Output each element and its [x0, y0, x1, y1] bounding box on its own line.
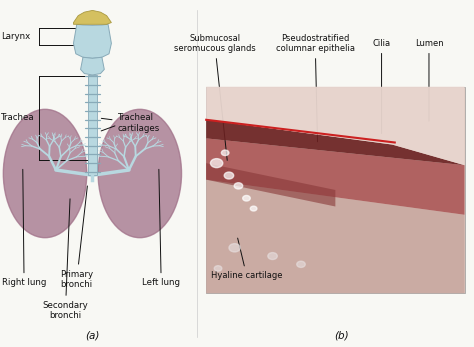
- Polygon shape: [73, 24, 111, 58]
- Bar: [88, 75, 97, 175]
- Circle shape: [243, 195, 250, 201]
- Circle shape: [224, 172, 234, 179]
- Polygon shape: [81, 57, 104, 75]
- Circle shape: [221, 150, 229, 155]
- Text: Hyaline cartilage: Hyaline cartilage: [211, 238, 283, 280]
- Circle shape: [268, 253, 277, 260]
- Polygon shape: [73, 10, 111, 24]
- Text: Larynx: Larynx: [1, 32, 30, 41]
- Polygon shape: [206, 138, 465, 215]
- Text: Secondary
bronchi: Secondary bronchi: [43, 199, 88, 320]
- Text: Submucosal
seromucous glands: Submucosal seromucous glands: [174, 34, 255, 160]
- Ellipse shape: [98, 109, 182, 238]
- Text: Pseudostratified
columnar epithelia: Pseudostratified columnar epithelia: [276, 34, 355, 142]
- Bar: [206, 87, 465, 293]
- Text: Cilia: Cilia: [373, 39, 391, 134]
- Text: Primary
bronchi: Primary bronchi: [60, 186, 93, 289]
- Circle shape: [297, 261, 305, 268]
- Circle shape: [210, 159, 223, 168]
- Text: Left lung: Left lung: [142, 169, 180, 287]
- Text: Right lung: Right lung: [2, 169, 46, 287]
- Circle shape: [250, 206, 257, 211]
- Ellipse shape: [3, 109, 87, 238]
- Text: Tracheal
cartilages: Tracheal cartilages: [101, 113, 160, 133]
- Text: Trachea: Trachea: [1, 113, 35, 122]
- Circle shape: [214, 266, 222, 271]
- Circle shape: [229, 244, 240, 252]
- Polygon shape: [206, 180, 465, 293]
- Polygon shape: [206, 163, 336, 206]
- Polygon shape: [206, 120, 465, 165]
- Circle shape: [234, 183, 243, 189]
- Text: Lumen: Lumen: [415, 39, 443, 121]
- Text: (a): (a): [85, 330, 100, 340]
- Polygon shape: [206, 87, 465, 165]
- Text: (b): (b): [334, 330, 348, 340]
